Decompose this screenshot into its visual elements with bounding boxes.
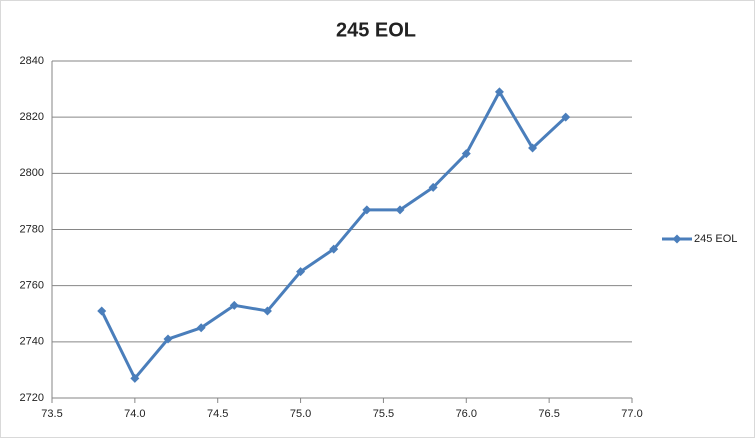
marker — [494, 87, 504, 97]
x-tick-label: 76.5 — [538, 408, 559, 420]
marker — [196, 323, 206, 333]
marker — [296, 267, 306, 277]
x-tick-label: 74.5 — [207, 408, 228, 420]
marker — [97, 306, 107, 316]
marker — [163, 334, 173, 344]
marker — [428, 182, 438, 192]
x-tick-label: 75.5 — [373, 408, 394, 420]
y-tick-label: 2780 — [20, 223, 44, 235]
y-tick-label: 2740 — [20, 336, 44, 348]
x-tick-label: 77.0 — [621, 408, 642, 420]
chart-title: 245 EOL — [336, 19, 416, 41]
x-tick-label: 74.0 — [124, 408, 145, 420]
marker — [130, 373, 140, 383]
marker — [229, 300, 239, 310]
x-tick-label: 76.0 — [456, 408, 477, 420]
marker — [362, 205, 372, 215]
x-tick-label: 75.0 — [290, 408, 311, 420]
marker — [461, 149, 471, 159]
marker — [395, 205, 405, 215]
y-tick-label: 2800 — [20, 167, 44, 179]
legend-label: 245 EOL — [694, 233, 737, 245]
y-tick-label: 2720 — [20, 392, 44, 404]
y-tick-label: 2840 — [20, 55, 44, 67]
marker — [262, 306, 272, 316]
marker — [561, 112, 571, 122]
marker — [528, 143, 538, 153]
y-tick-label: 2820 — [20, 111, 44, 123]
legend-marker — [672, 234, 682, 244]
x-tick-label: 73.5 — [41, 408, 62, 420]
y-tick-label: 2760 — [20, 280, 44, 292]
marker — [329, 244, 339, 254]
